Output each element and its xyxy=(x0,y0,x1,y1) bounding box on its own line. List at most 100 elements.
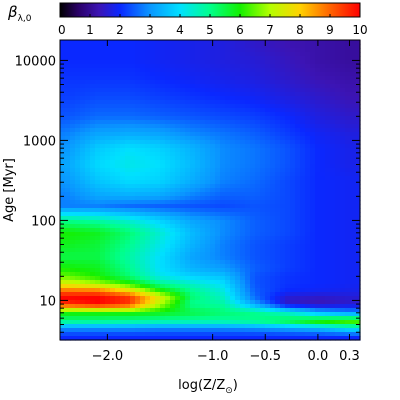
heatmap-cell xyxy=(300,236,306,241)
heatmap-cell xyxy=(185,164,191,169)
heatmap-cell xyxy=(250,196,256,201)
heatmap-cell xyxy=(205,192,211,197)
heatmap-cell xyxy=(185,280,191,285)
heatmap-cell xyxy=(345,232,351,237)
heatmap-cell xyxy=(245,196,251,201)
heatmap-cell xyxy=(315,172,321,177)
heatmap-cell xyxy=(155,192,161,197)
heatmap-cell xyxy=(175,244,181,249)
heatmap-cell xyxy=(125,96,131,101)
heatmap-cell xyxy=(260,232,266,237)
heatmap-cell xyxy=(145,104,151,109)
heatmap-cell xyxy=(155,204,161,209)
heatmap-cell xyxy=(160,72,166,77)
heatmap-cell xyxy=(150,204,156,209)
heatmap-cell xyxy=(65,212,71,217)
heatmap-cell xyxy=(350,160,356,165)
heatmap-cell xyxy=(210,284,216,289)
heatmap-cell xyxy=(120,60,126,65)
heatmap-cell xyxy=(200,164,206,169)
heatmap-cell xyxy=(330,312,336,317)
heatmap-cell xyxy=(240,96,246,101)
heatmap-cell xyxy=(105,276,111,281)
heatmap-cell xyxy=(130,112,136,117)
heatmap-cell xyxy=(295,216,301,221)
heatmap-cell xyxy=(90,252,96,257)
heatmap-cell xyxy=(325,64,331,69)
heatmap-cell xyxy=(135,156,141,161)
heatmap-cell xyxy=(60,312,66,317)
heatmap-cell xyxy=(190,92,196,97)
heatmap-cell xyxy=(325,276,331,281)
heatmap-cell xyxy=(170,116,176,121)
heatmap-cell xyxy=(160,176,166,181)
heatmap-cell xyxy=(330,40,336,45)
heatmap-cell xyxy=(190,68,196,73)
heatmap-cell xyxy=(220,244,226,249)
heatmap-cell xyxy=(90,180,96,185)
heatmap-cell xyxy=(320,144,326,149)
heatmap-cell xyxy=(295,88,301,93)
heatmap-cell xyxy=(355,56,361,61)
heatmap-cell xyxy=(310,132,316,137)
heatmap-cell xyxy=(165,44,171,49)
heatmap-cell xyxy=(225,152,231,157)
heatmap-cell xyxy=(145,140,151,145)
heatmap-cell xyxy=(265,52,271,57)
heatmap-cell xyxy=(120,56,126,61)
heatmap-cell xyxy=(200,300,206,305)
heatmap-cell xyxy=(175,280,181,285)
heatmap-cell xyxy=(210,260,216,265)
heatmap-cell xyxy=(60,132,66,137)
heatmap-cell xyxy=(270,332,276,337)
heatmap-cell xyxy=(295,328,301,333)
heatmap-cell xyxy=(110,100,116,105)
heatmap-cell xyxy=(110,332,116,337)
heatmap-cell xyxy=(300,180,306,185)
heatmap-cell xyxy=(160,232,166,237)
heatmap-cell xyxy=(240,260,246,265)
heatmap-cell xyxy=(200,256,206,261)
heatmap-cell xyxy=(105,112,111,117)
heatmap-cell xyxy=(330,128,336,133)
heatmap-cell xyxy=(290,92,296,97)
heatmap-cell xyxy=(210,320,216,325)
heatmap-cell xyxy=(195,104,201,109)
heatmap-cell xyxy=(85,84,91,89)
heatmap-cell xyxy=(70,92,76,97)
heatmap-cell xyxy=(230,292,236,297)
heatmap-cell xyxy=(355,64,361,69)
heatmap-cell xyxy=(280,256,286,261)
heatmap-cell xyxy=(75,328,81,333)
heatmap-cell xyxy=(60,232,66,237)
heatmap-cell xyxy=(130,304,136,309)
heatmap-cell xyxy=(70,252,76,257)
heatmap-cell xyxy=(130,116,136,121)
heatmap-cell xyxy=(95,316,101,321)
heatmap-cell xyxy=(125,240,131,245)
heatmap-cell xyxy=(90,172,96,177)
heatmap-cell xyxy=(165,336,171,341)
heatmap-cell xyxy=(125,132,131,137)
heatmap-cell xyxy=(195,272,201,277)
heatmap-cell xyxy=(300,328,306,333)
heatmap-cell xyxy=(135,144,141,149)
heatmap-cell xyxy=(320,240,326,245)
heatmap-cell xyxy=(105,116,111,121)
heatmap-cell xyxy=(285,308,291,313)
heatmap-cell xyxy=(265,236,271,241)
heatmap-cell xyxy=(280,152,286,157)
heatmap-cell xyxy=(140,192,146,197)
heatmap-cell xyxy=(265,148,271,153)
heatmap-cell xyxy=(260,192,266,197)
heatmap-cell xyxy=(140,248,146,253)
heatmap-cell xyxy=(205,56,211,61)
heatmap-cell xyxy=(225,256,231,261)
heatmap-cell xyxy=(255,252,261,257)
heatmap-cell xyxy=(135,88,141,93)
heatmap-cell xyxy=(175,296,181,301)
heatmap-cell xyxy=(100,224,106,229)
heatmap-cell xyxy=(230,104,236,109)
heatmap-cell xyxy=(265,48,271,53)
heatmap-cell xyxy=(65,100,71,105)
